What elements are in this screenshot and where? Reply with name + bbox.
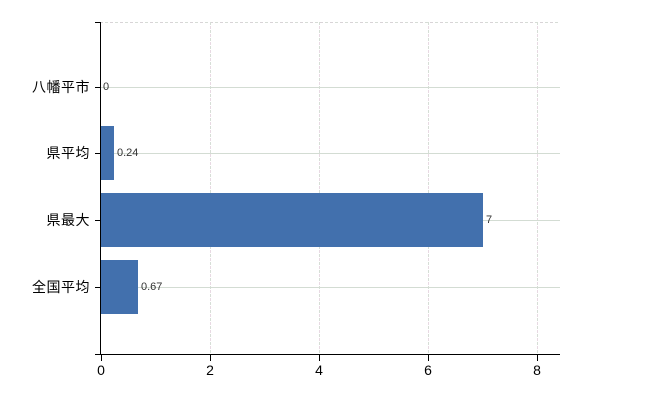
- v-gridline: [319, 22, 320, 354]
- y-axis-bottom-tick: [95, 354, 100, 355]
- y-axis-tick: [95, 220, 100, 221]
- x-tick-label: 8: [533, 362, 541, 378]
- y-axis-tick: [95, 287, 100, 288]
- category-label: 八幡平市: [32, 79, 90, 95]
- x-tick-label: 4: [315, 362, 323, 378]
- x-tick-label: 6: [424, 362, 432, 378]
- category-label: 県最大: [46, 212, 90, 228]
- bar: [101, 126, 114, 180]
- v-gridline: [428, 22, 429, 354]
- x-tick-label: 0: [97, 362, 105, 378]
- category-label: 全国平均: [32, 279, 90, 295]
- value-label: 7: [486, 214, 493, 226]
- plot-top-border: [100, 22, 560, 23]
- v-gridline: [537, 22, 538, 354]
- h-gridline: [101, 87, 560, 88]
- y-axis-tick: [95, 153, 100, 154]
- x-tick-label: 2: [206, 362, 214, 378]
- bar: [101, 193, 483, 247]
- bar: [101, 260, 138, 314]
- value-label: 0.67: [141, 281, 163, 293]
- x-axis-tick: [210, 355, 211, 361]
- x-axis: [100, 354, 560, 355]
- value-label: 0.24: [117, 147, 139, 159]
- y-axis-tick: [95, 87, 100, 88]
- v-gridline: [210, 22, 211, 354]
- h-gridline: [101, 153, 560, 154]
- category-label: 県平均: [46, 145, 90, 161]
- y-axis: [100, 22, 101, 355]
- x-axis-tick: [428, 355, 429, 361]
- h-gridline: [101, 287, 560, 288]
- value-label: 0: [103, 81, 110, 93]
- x-axis-tick: [319, 355, 320, 361]
- x-axis-tick: [537, 355, 538, 361]
- y-axis-top-tick: [95, 22, 100, 23]
- x-axis-tick: [101, 355, 102, 361]
